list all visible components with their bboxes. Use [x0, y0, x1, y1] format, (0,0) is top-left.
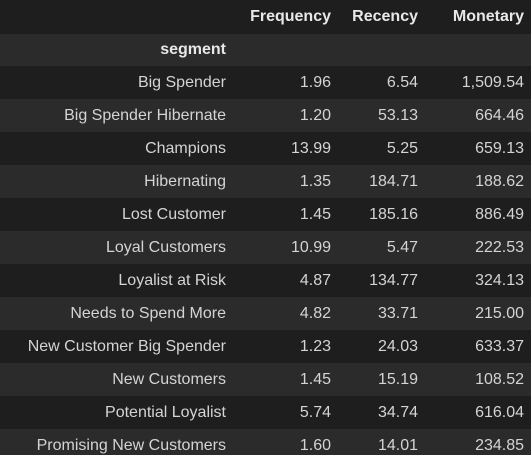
table-row: New Customers 1.45 15.19 108.52	[0, 363, 531, 396]
index-name-blank-3	[425, 34, 531, 66]
cell-monetary: 616.04	[425, 396, 531, 429]
index-name-segment: segment	[0, 34, 233, 66]
cell-recency: 33.71	[338, 297, 425, 330]
table-row: Needs to Spend More 4.82 33.71 215.00	[0, 297, 531, 330]
row-segment-label: Loyal Customers	[0, 231, 233, 264]
table-row: Hibernating 1.35 184.71 188.62	[0, 165, 531, 198]
row-segment-label: Needs to Spend More	[0, 297, 233, 330]
cell-monetary: 108.52	[425, 363, 531, 396]
row-segment-label: New Customers	[0, 363, 233, 396]
cell-frequency: 1.45	[233, 198, 338, 231]
cell-recency: 184.71	[338, 165, 425, 198]
index-name-blank-2	[338, 34, 425, 66]
cell-frequency: 1.96	[233, 66, 338, 99]
row-segment-label: Champions	[0, 132, 233, 165]
cell-recency: 14.01	[338, 429, 425, 455]
cell-recency: 185.16	[338, 198, 425, 231]
cell-recency: 5.47	[338, 231, 425, 264]
cell-monetary: 188.62	[425, 165, 531, 198]
cell-monetary: 633.37	[425, 330, 531, 363]
cell-recency: 134.77	[338, 264, 425, 297]
cell-monetary: 234.85	[425, 429, 531, 455]
row-segment-label: Big Spender Hibernate	[0, 99, 233, 132]
index-name-row: segment	[0, 34, 531, 66]
cell-monetary: 886.49	[425, 198, 531, 231]
table-row: Champions 13.99 5.25 659.13	[0, 132, 531, 165]
cell-monetary: 222.53	[425, 231, 531, 264]
index-header-blank	[0, 0, 233, 34]
table-body: Big Spender 1.96 6.54 1,509.54 Big Spender H…	[0, 66, 531, 455]
cell-monetary: 664.46	[425, 99, 531, 132]
cell-recency: 15.19	[338, 363, 425, 396]
cell-monetary: 215.00	[425, 297, 531, 330]
row-segment-label: Hibernating	[0, 165, 233, 198]
table-row: New Customer Big Spender 1.23 24.03 633.37	[0, 330, 531, 363]
cell-frequency: 1.45	[233, 363, 338, 396]
cell-frequency: 1.35	[233, 165, 338, 198]
cell-frequency: 1.23	[233, 330, 338, 363]
row-segment-label: Big Spender	[0, 66, 233, 99]
table-row: Potential Loyalist 5.74 34.74 616.04	[0, 396, 531, 429]
cell-recency: 6.54	[338, 66, 425, 99]
cell-frequency: 4.82	[233, 297, 338, 330]
table-row: Loyal Customers 10.99 5.47 222.53	[0, 231, 531, 264]
table-row: Lost Customer 1.45 185.16 886.49	[0, 198, 531, 231]
row-segment-label: Promising New Customers	[0, 429, 233, 455]
cell-recency: 5.25	[338, 132, 425, 165]
cell-frequency: 10.99	[233, 231, 338, 264]
cell-monetary: 324.13	[425, 264, 531, 297]
row-segment-label: Loyalist at Risk	[0, 264, 233, 297]
index-name-blank-1	[233, 34, 338, 66]
column-header-monetary: Monetary	[425, 0, 531, 34]
cell-recency: 53.13	[338, 99, 425, 132]
column-header-frequency: Frequency	[233, 0, 338, 34]
cell-frequency: 1.60	[233, 429, 338, 455]
cell-frequency: 4.87	[233, 264, 338, 297]
column-header-row: Frequency Recency Monetary	[0, 0, 531, 34]
table-row: Big Spender 1.96 6.54 1,509.54	[0, 66, 531, 99]
table-row: Promising New Customers 1.60 14.01 234.85	[0, 429, 531, 455]
cell-monetary: 1,509.54	[425, 66, 531, 99]
cell-frequency: 13.99	[233, 132, 338, 165]
row-segment-label: Lost Customer	[0, 198, 233, 231]
cell-frequency: 1.20	[233, 99, 338, 132]
table-row: Loyalist at Risk 4.87 134.77 324.13	[0, 264, 531, 297]
column-header-recency: Recency	[338, 0, 425, 34]
cell-monetary: 659.13	[425, 132, 531, 165]
table-row: Big Spender Hibernate 1.20 53.13 664.46	[0, 99, 531, 132]
cell-recency: 24.03	[338, 330, 425, 363]
cell-recency: 34.74	[338, 396, 425, 429]
row-segment-label: New Customer Big Spender	[0, 330, 233, 363]
row-segment-label: Potential Loyalist	[0, 396, 233, 429]
cell-frequency: 5.74	[233, 396, 338, 429]
